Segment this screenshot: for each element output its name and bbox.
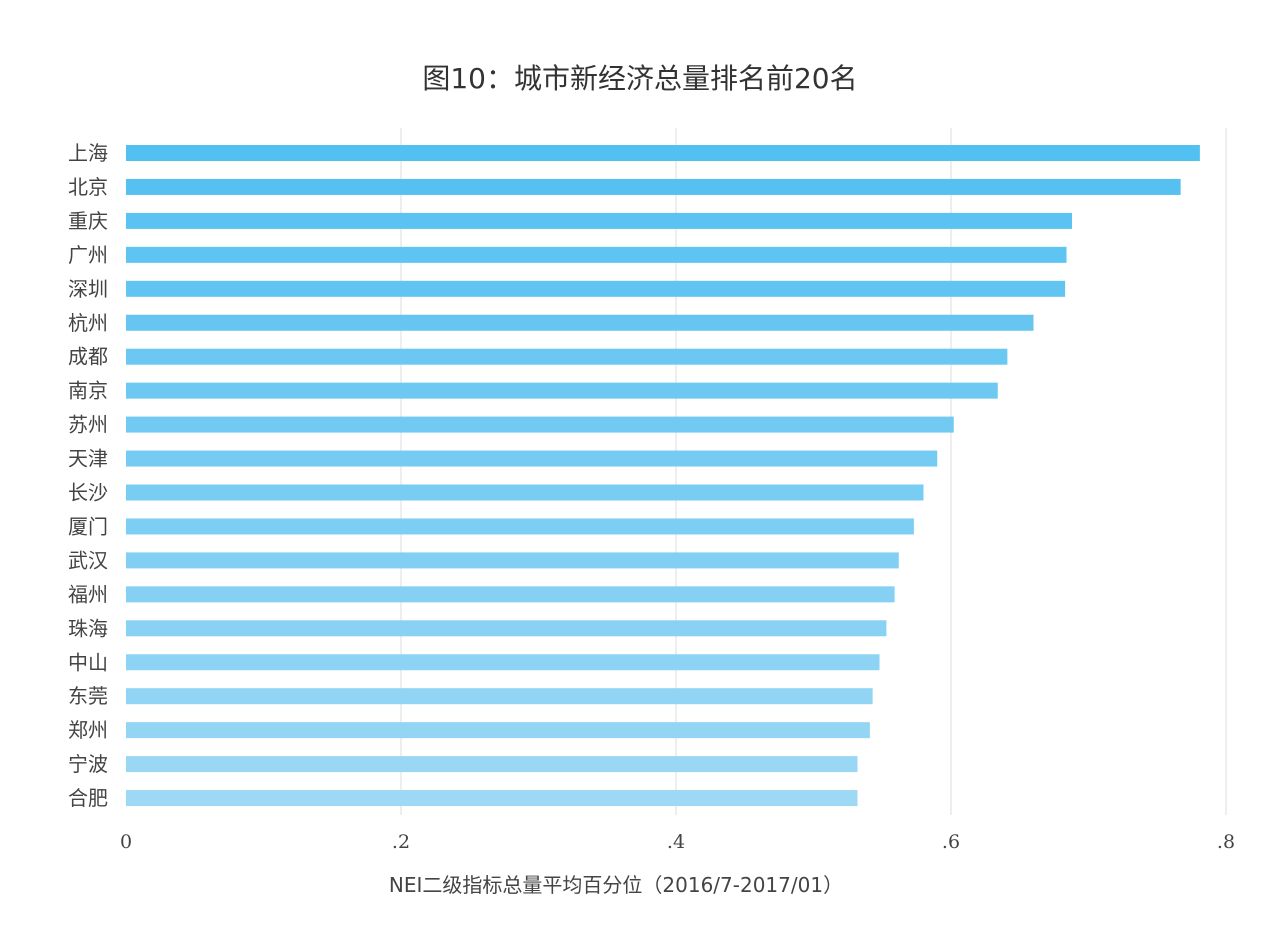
x-tick-label: 0 — [120, 831, 132, 853]
bars — [126, 145, 1200, 807]
category-label: 东莞 — [68, 684, 108, 708]
bar-武汉 — [126, 552, 899, 569]
x-tick-label: .4 — [667, 831, 685, 853]
category-label: 合肥 — [68, 786, 108, 810]
category-label: 深圳 — [68, 277, 108, 301]
bar-北京 — [126, 178, 1181, 195]
x-tick-labels: 0 .2 .4 .6 .8 — [120, 831, 1235, 853]
bar-厦门 — [126, 518, 914, 535]
gridlines — [400, 128, 1227, 815]
bar-合肥 — [126, 790, 858, 807]
x-axis-label: NEI二级指标总量平均百分位（2016/7-2017/01） — [389, 873, 843, 897]
category-label: 杭州 — [68, 311, 108, 335]
category-label: 成都 — [68, 345, 108, 369]
category-label: 珠海 — [68, 616, 108, 640]
bar-福州 — [126, 586, 895, 603]
bar-杭州 — [126, 314, 1034, 331]
category-label: 福州 — [68, 582, 108, 606]
bar-苏州 — [126, 416, 954, 433]
category-label: 武汉 — [68, 548, 108, 572]
bar-上海 — [126, 145, 1200, 161]
category-label: 苏州 — [68, 413, 108, 437]
bar-深圳 — [126, 280, 1066, 297]
x-tick-label: .2 — [392, 831, 410, 853]
category-label: 天津 — [68, 447, 108, 471]
category-label: 北京 — [68, 175, 108, 199]
bar-长沙 — [126, 484, 924, 501]
bar-宁波 — [126, 756, 858, 773]
chart-title: 图10：城市新经济总量排名前20名 — [422, 62, 857, 95]
bar-郑州 — [126, 722, 870, 739]
x-tick-label: .8 — [1217, 831, 1235, 853]
category-label: 郑州 — [68, 718, 108, 742]
category-label: 长沙 — [68, 481, 108, 505]
category-label: 重庆 — [68, 209, 108, 233]
bar-珠海 — [126, 620, 887, 637]
bar-天津 — [126, 450, 938, 467]
bar-东莞 — [126, 688, 873, 705]
bar-成都 — [126, 348, 1008, 365]
category-label: 中山 — [68, 650, 108, 674]
category-label: 宁波 — [68, 752, 108, 776]
category-label: 南京 — [68, 379, 108, 403]
category-label: 上海 — [68, 141, 108, 165]
bar-重庆 — [126, 212, 1072, 229]
x-tick-label: .6 — [942, 831, 960, 853]
bar-中山 — [126, 654, 880, 671]
category-label: 广州 — [68, 243, 108, 267]
category-label: 厦门 — [68, 514, 108, 538]
bar-南京 — [126, 382, 998, 399]
bar-广州 — [126, 246, 1067, 263]
